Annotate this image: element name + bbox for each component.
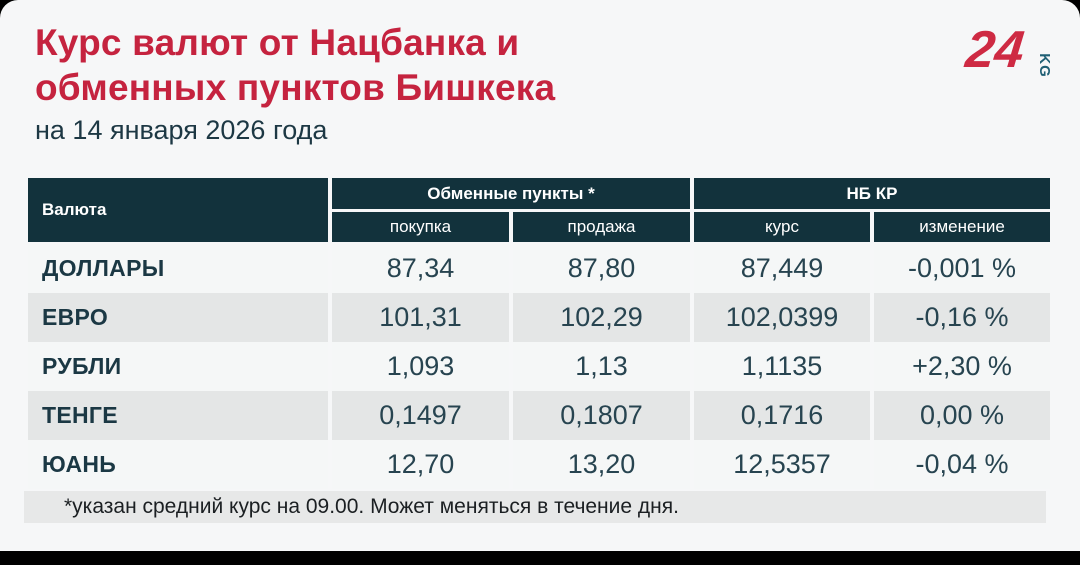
header-rate: курс bbox=[694, 212, 870, 242]
currency-name: ЕВРО bbox=[28, 293, 328, 342]
page-title: Курс валют от Нацбанка и обменных пункто… bbox=[35, 20, 555, 110]
bottom-black-bar bbox=[0, 551, 1080, 565]
table-row: ТЕНГЕ 0,1497 0,1807 0,1716 0,00 % bbox=[28, 391, 1050, 440]
sell-value: 13,20 bbox=[513, 440, 690, 489]
change-value: -0,16 % bbox=[874, 293, 1050, 342]
change-value: -0,04 % bbox=[874, 440, 1050, 489]
sell-value: 1,13 bbox=[513, 342, 690, 391]
nbkr-rate-value: 87,449 bbox=[694, 244, 870, 293]
header-group-exchange-points: Обменные пункты * bbox=[332, 178, 690, 209]
sell-value: 102,29 bbox=[513, 293, 690, 342]
nbkr-rate-value: 102,0399 bbox=[694, 293, 870, 342]
change-value: -0,001 % bbox=[874, 244, 1050, 293]
buy-value: 87,34 bbox=[332, 244, 509, 293]
sell-value: 87,80 bbox=[513, 244, 690, 293]
nbkr-rate-value: 12,5357 bbox=[694, 440, 870, 489]
table-body: ДОЛЛАРЫ 87,34 87,80 87,449 -0,001 % ЕВРО… bbox=[28, 244, 1050, 489]
page-title-line1: Курс валют от Нацбанка и bbox=[35, 22, 520, 63]
change-value: 0,00 % bbox=[874, 391, 1050, 440]
header-sell: продажа bbox=[513, 212, 690, 242]
currency-name: ЮАНЬ bbox=[28, 440, 328, 489]
logo-24kg: 24 KG bbox=[962, 21, 1053, 80]
table-row: ЮАНЬ 12,70 13,20 12,5357 -0,04 % bbox=[28, 440, 1050, 489]
nbkr-rate-value: 0,1716 bbox=[694, 391, 870, 440]
logo-24-icon: 24 bbox=[962, 21, 1027, 79]
header-change: изменение bbox=[874, 212, 1050, 242]
logo-kg-label: KG bbox=[1035, 53, 1053, 78]
page-title-line2: обменных пунктов Бишкека bbox=[35, 67, 556, 108]
table-header: Валюта Обменные пункты * НБ КР покупка п… bbox=[28, 178, 1050, 242]
footnote-bar: *указан средний курс на 09.00. Может мен… bbox=[24, 491, 1046, 523]
buy-value: 0,1497 bbox=[332, 391, 509, 440]
sell-value: 0,1807 bbox=[513, 391, 690, 440]
currency-name: ДОЛЛАРЫ bbox=[28, 244, 328, 293]
header-buy: покупка bbox=[332, 212, 509, 242]
infographic-card: Курс валют от Нацбанка и обменных пункто… bbox=[0, 0, 1080, 551]
buy-value: 12,70 bbox=[332, 440, 509, 489]
footnote-text: *указан средний курс на 09.00. Может мен… bbox=[64, 495, 679, 518]
table-row: ДОЛЛАРЫ 87,34 87,80 87,449 -0,001 % bbox=[28, 244, 1050, 293]
table-row: ЕВРО 101,31 102,29 102,0399 -0,16 % bbox=[28, 293, 1050, 342]
currency-name: ТЕНГЕ bbox=[28, 391, 328, 440]
change-value: +2,30 % bbox=[874, 342, 1050, 391]
header-group-nbkr: НБ КР bbox=[694, 178, 1050, 209]
table-row: РУБЛИ 1,093 1,13 1,1135 +2,30 % bbox=[28, 342, 1050, 391]
currency-rate-table: Валюта Обменные пункты * НБ КР покупка п… bbox=[28, 178, 1050, 489]
currency-name: РУБЛИ bbox=[28, 342, 328, 391]
buy-value: 101,31 bbox=[332, 293, 509, 342]
header-currency: Валюта bbox=[28, 178, 328, 242]
buy-value: 1,093 bbox=[332, 342, 509, 391]
nbkr-rate-value: 1,1135 bbox=[694, 342, 870, 391]
date-subtitle: на 14 января 2026 года bbox=[35, 115, 328, 145]
